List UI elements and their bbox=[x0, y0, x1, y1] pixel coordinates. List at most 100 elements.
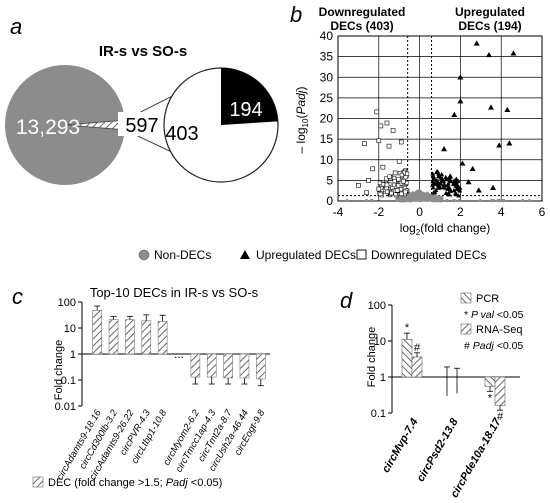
volcano-point-up bbox=[488, 104, 494, 110]
panelc-bar bbox=[157, 321, 168, 355]
paneld-significance-mark: # bbox=[497, 411, 504, 423]
volcano-point-down bbox=[394, 187, 400, 193]
panelc-gap-marker: ... bbox=[174, 347, 184, 361]
volcano-point-up bbox=[490, 184, 497, 190]
volcano-ytick-label: 30 bbox=[320, 70, 334, 84]
volcano-point-down bbox=[396, 183, 401, 188]
pie-label-non-decs: 13,293 bbox=[16, 116, 80, 139]
volcano-point-baseline bbox=[490, 198, 494, 203]
volcano-point-non-dec bbox=[431, 198, 435, 202]
paneld-ytick-label: 100 bbox=[368, 300, 386, 312]
volcano-point-up bbox=[454, 186, 460, 191]
pie-label-decs: 597 bbox=[125, 115, 158, 137]
volcano-point-down bbox=[370, 166, 375, 172]
volcano-ytick-label: 40 bbox=[320, 29, 334, 43]
panelc-bar bbox=[92, 309, 102, 355]
volcano-ytick-label: 25 bbox=[320, 91, 334, 105]
volcano-point-non-dec bbox=[434, 196, 438, 200]
volcano-point-down bbox=[384, 120, 390, 126]
volcano-point-baseline bbox=[527, 198, 532, 203]
volcano-point-down bbox=[362, 141, 367, 146]
volcano-grid bbox=[337, 35, 543, 202]
panelc-bar bbox=[223, 353, 233, 379]
panelc-ytick-label: 0.1 bbox=[61, 375, 76, 387]
volcano-point-down bbox=[380, 164, 386, 170]
volcano-point-up bbox=[475, 187, 482, 193]
panel-a: a IR-s vs SO-s 13,293 597 403 194 bbox=[5, 14, 279, 185]
volcano-point-non-dec bbox=[402, 196, 406, 200]
volcano-point-baseline bbox=[345, 198, 349, 203]
volcano-point-baseline bbox=[457, 198, 461, 203]
volcano-ytick-label: 15 bbox=[320, 132, 334, 146]
volcano-point-up bbox=[441, 178, 447, 184]
panelc-bar bbox=[256, 353, 266, 380]
volcano-point-non-dec bbox=[419, 194, 423, 198]
volcano-point-down bbox=[376, 186, 382, 192]
volcano-point-down bbox=[376, 138, 382, 144]
subpie-label-up: 194 bbox=[229, 99, 262, 121]
volcano-point-up bbox=[510, 50, 517, 56]
volcano-point-up bbox=[436, 171, 441, 176]
volcano-point-up bbox=[441, 181, 448, 187]
volcano-point-non-dec bbox=[414, 193, 418, 197]
volcano-point-up bbox=[457, 74, 464, 80]
volcano-point-up bbox=[447, 177, 453, 182]
volcano-point-down bbox=[384, 182, 390, 188]
paneld-significance-mark: * bbox=[488, 392, 493, 404]
volcano-point-down bbox=[390, 128, 396, 133]
panel-a-letter: a bbox=[10, 14, 22, 39]
volcano-axes: 0 5 10 15 20 25 30 35 40 -4 -2 0 2 4 6 bbox=[320, 29, 546, 219]
volcano-point-up bbox=[454, 184, 460, 189]
panelc-bar bbox=[108, 319, 119, 355]
paneld-bar bbox=[401, 339, 413, 378]
volcano-point-baseline bbox=[478, 198, 482, 203]
volcano-point-up bbox=[433, 187, 439, 193]
volcano-point-up bbox=[430, 185, 436, 190]
paneld-legend-pcr: PCR bbox=[476, 293, 499, 305]
paneld-bar bbox=[484, 376, 496, 387]
volcano-point-non-dec bbox=[423, 197, 427, 201]
volcano-point-up bbox=[453, 191, 459, 197]
panelc-bar bbox=[239, 353, 250, 379]
volcano-xtick-label: -2 bbox=[373, 205, 384, 219]
volcano-point-up bbox=[443, 176, 449, 182]
volcano-xlabel: log2(fold change) bbox=[400, 221, 491, 237]
annotation-up-line2: DECs (194) bbox=[458, 19, 521, 33]
panelc-bar bbox=[141, 320, 152, 355]
volcano-point-up bbox=[445, 185, 452, 191]
volcano-point-baseline bbox=[496, 198, 500, 203]
volcano-point-baseline bbox=[520, 198, 525, 203]
volcano-point-up bbox=[441, 146, 448, 152]
volcano-point-up bbox=[496, 142, 503, 148]
volcano-xtick-label: 2 bbox=[457, 205, 464, 219]
paneld-legend-swatch-pcr bbox=[460, 292, 472, 304]
panelc-ytick-label: 1 bbox=[70, 349, 76, 361]
paneld-significance-mark: * bbox=[405, 322, 410, 334]
volcano-point-down bbox=[387, 174, 392, 179]
annotation-down-line2: DECs (403) bbox=[330, 19, 393, 33]
volcano-point-down bbox=[396, 177, 401, 182]
panel-b-letter: b bbox=[290, 2, 302, 27]
volcano-point-down bbox=[399, 172, 404, 178]
volcano-point-down bbox=[400, 178, 406, 184]
volcano-point-up bbox=[431, 190, 437, 195]
volcano-point-up bbox=[447, 173, 454, 179]
volcano-point-up bbox=[430, 182, 435, 187]
volcano-point-up bbox=[459, 160, 466, 166]
volcano-point-up bbox=[443, 190, 449, 196]
panelc-bar bbox=[125, 319, 135, 355]
paneld-bar bbox=[494, 376, 506, 406]
volcano-point-up bbox=[456, 193, 461, 198]
paneld-significance-mark: # bbox=[414, 342, 421, 354]
volcano-point-down bbox=[398, 187, 404, 192]
volcano-point-up bbox=[446, 192, 452, 197]
paneld-legend-note-pval: * P val <0.05 bbox=[464, 309, 524, 321]
legend-label-upregulated: Upregulated DECs bbox=[256, 248, 356, 262]
paneld-ytick-label: 0.1 bbox=[371, 408, 386, 420]
volcano-point-up bbox=[451, 187, 457, 193]
paneld-ytick-label: 10 bbox=[374, 336, 386, 348]
subpie-label-down: 403 bbox=[165, 123, 198, 145]
volcano-point-baseline bbox=[445, 198, 449, 203]
volcano-point-baseline bbox=[452, 198, 457, 203]
